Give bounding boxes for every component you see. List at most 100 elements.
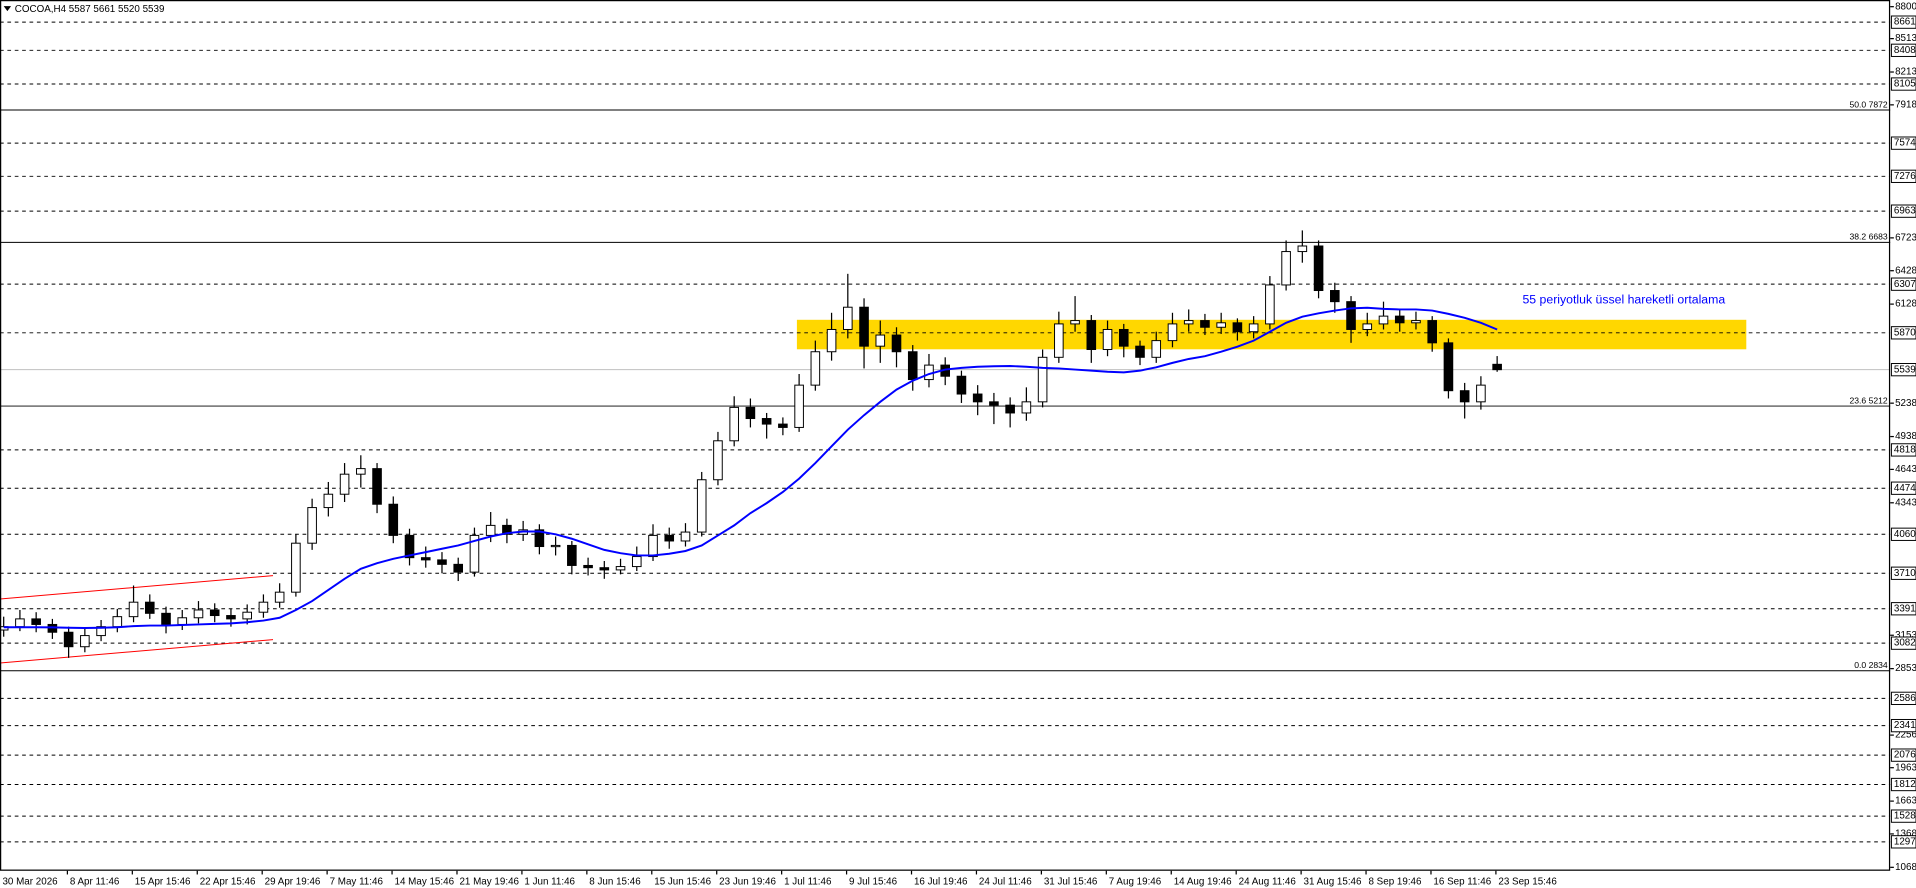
- x-tick-label: 15 Jun 15:46: [654, 876, 711, 887]
- y-tick-label: 1368: [1895, 829, 1916, 840]
- level-label: 1528: [1894, 811, 1916, 822]
- support-zone: [796, 319, 1747, 350]
- y-tick-label: 3153: [1895, 630, 1916, 641]
- candle-body: [680, 531, 691, 542]
- x-tick-label: 9 Jul 15:46: [849, 876, 898, 887]
- level-label: 6963: [1894, 206, 1916, 217]
- level-label-box: [1890, 481, 1916, 495]
- current-price-box: [1890, 363, 1916, 377]
- y-tick-label: 8513: [1895, 33, 1916, 44]
- candle-body: [502, 524, 512, 535]
- x-tick-label: 24 Jul 11:46: [979, 876, 1032, 887]
- y-tick-label: 1068: [1895, 862, 1916, 873]
- annotation: 55 periyotluk üssel hareketli ortalama: [1522, 292, 1725, 306]
- x-tick-label: 14 Aug 19:46: [1174, 876, 1232, 887]
- level-label: 4060: [1894, 529, 1916, 540]
- candle-body: [15, 618, 25, 628]
- chart-header: COCOA,H4 5587 5661 5520 5539: [15, 4, 165, 15]
- x-tick-label: 16 Sep 11:46: [1433, 876, 1491, 887]
- candle-body: [550, 544, 561, 548]
- level-label: 4474: [1894, 483, 1916, 494]
- candle-body: [291, 542, 301, 593]
- candle-body: [1070, 320, 1080, 325]
- candle-body: [972, 393, 983, 403]
- candle-body: [453, 563, 464, 573]
- candle-body: [1427, 320, 1437, 344]
- level-label: 3082: [1894, 638, 1916, 649]
- candle-body: [437, 559, 447, 565]
- menu-arrow: [3, 6, 12, 12]
- level-label: 8408: [1894, 45, 1916, 56]
- mid-layer: [0, 230, 1502, 664]
- candle-body: [339, 473, 350, 495]
- level-label: 4818: [1894, 445, 1916, 456]
- level-label-box: [1890, 566, 1916, 580]
- y-tick-label: 8800: [1895, 1, 1916, 12]
- candle-body: [209, 609, 220, 617]
- candle-body: [956, 375, 967, 395]
- y-tick-label: 8213: [1895, 67, 1916, 78]
- candle-body: [875, 334, 886, 347]
- candle-body: [696, 479, 707, 533]
- candle-body: [1102, 328, 1113, 351]
- candle-body: [713, 440, 723, 481]
- level-label: 2586: [1894, 693, 1916, 704]
- candle-body: [1476, 384, 1486, 403]
- candle-body: [1265, 284, 1275, 325]
- candle-body: [1362, 323, 1373, 330]
- candle-body: [1411, 320, 1421, 324]
- level-label-box: [1890, 636, 1916, 650]
- level-label-box: [1890, 835, 1916, 849]
- candle-body: [226, 615, 236, 620]
- candle-body: [859, 306, 869, 347]
- candle-body: [307, 507, 317, 544]
- candle-body: [242, 611, 252, 620]
- level-label-box: [1890, 809, 1916, 823]
- candle-body: [1200, 320, 1210, 328]
- candle-body: [745, 406, 756, 420]
- candle-body: [1037, 356, 1048, 403]
- candle-body: [128, 601, 139, 618]
- candle-body: [989, 401, 999, 406]
- level-label: 1812: [1894, 779, 1916, 790]
- y-tick-label: 2853: [1895, 663, 1916, 674]
- candle-body: [144, 601, 155, 614]
- level-label-box: [1890, 718, 1916, 733]
- level-label-box: [1890, 777, 1916, 792]
- candle-body: [1216, 322, 1226, 328]
- y-tick-label: 6428: [1895, 265, 1916, 276]
- fib-label: 23.6 5212: [1849, 395, 1887, 405]
- candle-body: [891, 334, 902, 353]
- y-tick-label: 5238: [1895, 398, 1916, 409]
- y-tick-label: 2256: [1895, 730, 1916, 741]
- x-tick-label: 14 May 15:46: [395, 876, 455, 887]
- level-label-box: [1890, 527, 1916, 541]
- candle-body: [567, 544, 577, 566]
- current-price-label: 5539: [1894, 364, 1916, 375]
- candle-body: [323, 493, 334, 509]
- plot-border: [0, 0, 1891, 871]
- candle-body: [1394, 315, 1405, 324]
- x-tick-label: 23 Jun 19:46: [719, 876, 776, 887]
- channel-line: [0, 639, 274, 664]
- candle-body: [1492, 363, 1502, 371]
- x-tick-label: 1 Jul 11:46: [784, 876, 832, 887]
- candle-body: [356, 468, 366, 475]
- candle-body: [794, 384, 804, 428]
- candle-body: [1151, 340, 1162, 358]
- candle-body: [1183, 320, 1194, 325]
- candle-body: [1086, 320, 1097, 351]
- candle-body: [1118, 328, 1129, 347]
- candle-body: [826, 328, 837, 353]
- level-label-box: [1890, 169, 1916, 183]
- level-label: 8105: [1894, 79, 1916, 90]
- fib-label: 38.2 6683: [1849, 232, 1887, 242]
- back-layer: [0, 21, 1891, 843]
- candle-body: [843, 306, 853, 330]
- y-tick-label: 1963: [1895, 762, 1916, 773]
- y-tick-label: 6128: [1895, 299, 1916, 310]
- candle-body: [1021, 401, 1032, 414]
- x-tick-label: 31 Jul 15:46: [1044, 876, 1098, 887]
